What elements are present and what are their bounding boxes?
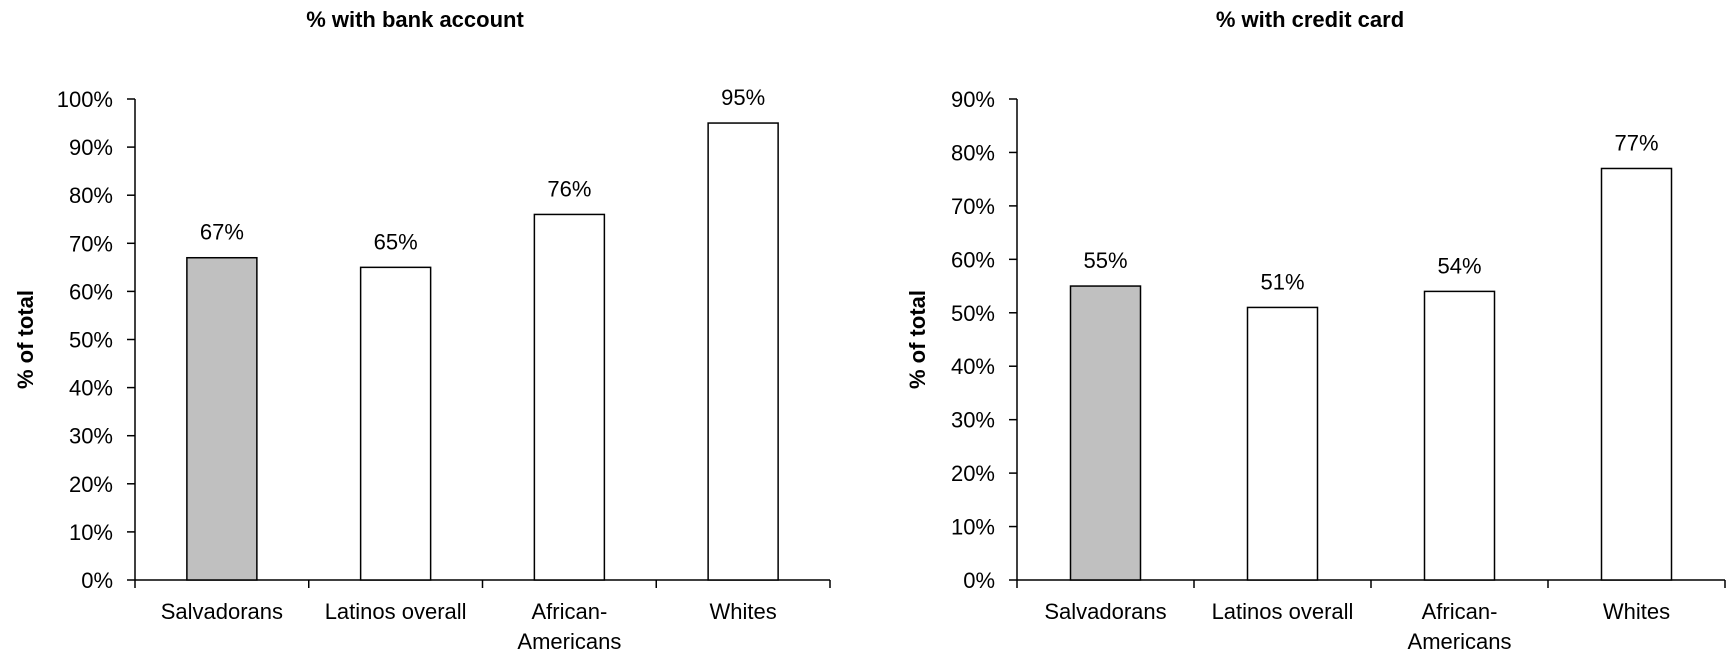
chart-title: % with credit card: [1216, 7, 1404, 32]
bar: [186, 256, 258, 581]
y-axis-label: % of total: [13, 290, 38, 389]
y-tick-label: 10%: [69, 520, 113, 545]
y-tick-label: 40%: [69, 376, 113, 401]
y-tick-label: 60%: [69, 279, 113, 304]
x-category-label: African-: [1422, 599, 1498, 624]
bar: [1600, 167, 1673, 581]
x-category-label: African-: [531, 599, 607, 624]
y-tick-label: 20%: [951, 461, 995, 486]
x-category-label: Americans: [517, 629, 621, 654]
chart-title: % with bank account: [306, 7, 524, 32]
y-tick-label: 0%: [963, 568, 995, 593]
y-tick-label: 70%: [69, 231, 113, 256]
bar: [707, 122, 779, 581]
bar: [1246, 306, 1319, 581]
y-tick-label: 10%: [951, 515, 995, 540]
y-tick-label: 0%: [81, 568, 113, 593]
y-tick-label: 90%: [951, 87, 995, 112]
y-axis-label: % of total: [905, 290, 930, 389]
chart-2: % with credit card % of total 0% 10% 20% 30% 4…: [905, 7, 1726, 654]
y-tick-label: 80%: [951, 140, 995, 165]
data-label: 51%: [1260, 269, 1304, 294]
y-tick-label: 30%: [951, 408, 995, 433]
x-category-label: Latinos overall: [325, 599, 467, 624]
bar: [1069, 285, 1142, 581]
y-tick-label: 70%: [951, 194, 995, 219]
x-category-label: Salvadorans: [161, 599, 283, 624]
x-category-label: Whites: [710, 599, 777, 624]
data-label: 77%: [1614, 130, 1658, 155]
chart-1: % with bank account % of total 0% 10% 20% 30%…: [13, 7, 831, 654]
y-tick-label: 50%: [69, 328, 113, 353]
data-label: 55%: [1083, 248, 1127, 273]
y-tick-label: 90%: [69, 135, 113, 160]
y-tick-label: 30%: [69, 424, 113, 449]
x-category-label: Americans: [1408, 629, 1512, 654]
bar: [1423, 290, 1496, 581]
y-tick-label: 80%: [69, 183, 113, 208]
data-label: 65%: [374, 229, 418, 254]
y-tick-label: 50%: [951, 301, 995, 326]
y-tick-label: 40%: [951, 354, 995, 379]
data-label: 76%: [547, 176, 591, 201]
bar: [533, 213, 606, 581]
data-label: 54%: [1437, 253, 1481, 278]
data-label: 95%: [721, 85, 765, 110]
y-tick-label: 20%: [69, 472, 113, 497]
data-label: 67%: [200, 220, 244, 245]
y-tick-label: 60%: [951, 247, 995, 272]
bar: [359, 266, 432, 581]
x-category-label: Whites: [1603, 599, 1670, 624]
x-category-label: Latinos overall: [1212, 599, 1354, 624]
y-tick-label: 100%: [57, 87, 113, 112]
x-category-label: Salvadorans: [1044, 599, 1166, 624]
